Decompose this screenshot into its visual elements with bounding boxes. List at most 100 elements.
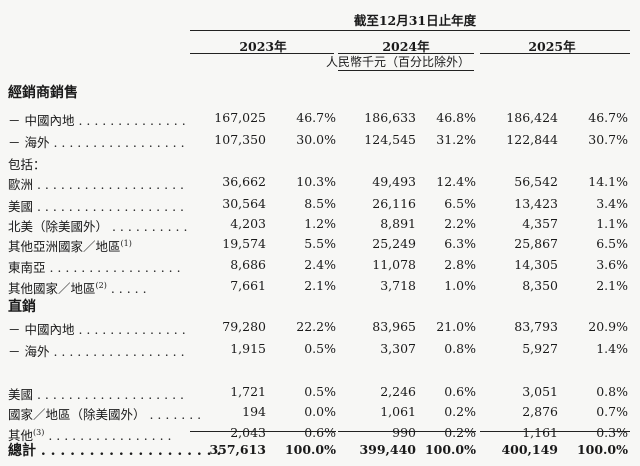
row-label-text: 東南亞 . . . . . . . . . . . . . . . . . — [8, 260, 181, 275]
percent-cell: 2.4% — [304, 257, 336, 272]
percent-cell: 0.2% — [444, 425, 476, 440]
period-heading: 截至12月31日止年度 — [353, 13, 477, 28]
percent-cell: 2.1% — [596, 278, 628, 293]
total-rule-top-2023 — [190, 431, 336, 432]
row-label-text: 其他國家／地區 — [8, 281, 96, 296]
row-label: 東南亞 . . . . . . . . . . . . . . . . . — [8, 257, 181, 276]
percent-cell: 2.1% — [304, 278, 336, 293]
amount-cell: 83,965 — [372, 319, 416, 334]
amount-cell: 8,891 — [380, 216, 416, 231]
amount-cell: 19,574 — [222, 236, 266, 251]
row-label-text: 美國 . . . . . . . . . . . . . . . . . . . — [8, 387, 184, 402]
table-row: － 海外 . . . . . . . . . . . . . . . . . 1,… — [0, 339, 640, 361]
row-label: － 中國內地 . . . . . . . . . . . . . . — [8, 110, 186, 129]
amount-cell: 4,203 — [230, 216, 266, 231]
row-label: 美國 . . . . . . . . . . . . . . . . . . . — [8, 196, 184, 215]
percent-cell: 3.6% — [596, 257, 628, 272]
row-label-text: 北美（除美國外） . . . . . . . . . . — [8, 219, 188, 234]
table-row: 歐洲 . . . . . . . . . . . . . . . . . . .… — [0, 172, 640, 194]
percent-cell: 1.1% — [596, 216, 628, 231]
percent-cell: 12.4% — [436, 174, 476, 189]
amount-cell: 186,424 — [506, 110, 558, 125]
table-row: 經銷商銷售 — [0, 82, 640, 104]
row-label-text: 歐洲 . . . . . . . . . . . . . . . . . . . — [8, 177, 184, 192]
amount-cell: 36,662 — [222, 174, 266, 189]
amount-cell: 399,440 — [359, 442, 416, 457]
table-row: － 中國內地 . . . . . . . . . . . . . . 79,280… — [0, 317, 640, 339]
row-label: 其他國家／地區(2) . . . . . — [8, 278, 147, 297]
row-label: 歐洲 . . . . . . . . . . . . . . . . . . . — [8, 174, 184, 193]
amount-cell: 1,061 — [380, 404, 416, 419]
table-row: － 中國內地 . . . . . . . . . . . . . . 167,02… — [0, 108, 640, 130]
header-rule-top — [190, 30, 630, 31]
total-row: 總計 . . . . . . . . . . . . . . . . . . .… — [0, 440, 640, 462]
percent-cell: 100.0% — [424, 442, 476, 457]
row-label-text: 包括： — [8, 157, 46, 172]
percent-cell: 2.8% — [444, 257, 476, 272]
percent-cell: 1.2% — [304, 216, 336, 231]
rule-2025 — [480, 53, 630, 54]
footnote-marker: (3) — [33, 427, 45, 437]
row-label-text: － 中國內地 . . . . . . . . . . . . . . — [8, 322, 186, 337]
amount-cell: 1,721 — [230, 384, 266, 399]
row-label-text: 其他 — [8, 428, 34, 443]
amount-cell: 194 — [242, 404, 266, 419]
amount-cell: 107,350 — [214, 132, 266, 147]
percent-cell: 1.0% — [444, 278, 476, 293]
percent-cell: 6.5% — [444, 196, 476, 211]
amount-cell: 122,844 — [506, 132, 558, 147]
percent-cell: 30.7% — [588, 132, 628, 147]
amount-cell: 4,357 — [522, 216, 558, 231]
percent-cell: 5.5% — [304, 236, 336, 251]
table-row: 東南亞 . . . . . . . . . . . . . . . . . 8,6… — [0, 255, 640, 277]
percent-cell: 46.7% — [296, 110, 336, 125]
year-2025: 2025年 — [528, 39, 576, 54]
row-label-text: － 海外 . . . . . . . . . . . . . . . . . — [8, 344, 185, 359]
row-label-text: － 海外 . . . . . . . . . . . . . . . . . — [8, 135, 185, 150]
amount-cell: 2,876 — [522, 404, 558, 419]
amount-cell: 49,493 — [372, 174, 416, 189]
amount-cell: 167,025 — [214, 110, 266, 125]
total-rule-top-2025 — [480, 431, 630, 432]
year-2023: 2023年 — [239, 39, 287, 54]
amount-cell: 8,350 — [522, 278, 558, 293]
percent-cell: 0.6% — [444, 384, 476, 399]
amount-cell: 3,718 — [380, 278, 416, 293]
percent-cell: 6.5% — [596, 236, 628, 251]
percent-cell: 6.3% — [444, 236, 476, 251]
rule-2024 — [338, 53, 474, 54]
table-row: 北美（除美國外） . . . . . . . . . . 4,203 1.2% 8,8… — [0, 214, 640, 236]
row-label: 國家／地區（除美國外） . . . . . . . — [8, 404, 201, 423]
row-label-text: 國家／地區（除美國外） . . . . . . . — [8, 407, 202, 422]
amount-cell: 79,280 — [222, 319, 266, 334]
percent-cell: 0.2% — [444, 404, 476, 419]
amount-cell: 3,307 — [380, 341, 416, 356]
percent-cell: 22.2% — [296, 319, 336, 334]
percent-cell: 0.5% — [304, 384, 336, 399]
table-row: 美國 . . . . . . . . . . . . . . . . . . .… — [0, 382, 640, 404]
amount-cell: 13,423 — [514, 196, 558, 211]
table-row: 包括： — [0, 152, 640, 174]
percent-cell: 0.8% — [596, 384, 628, 399]
row-label-text: 美國 . . . . . . . . . . . . . . . . . . . — [8, 199, 184, 214]
row-label: 其他亞洲國家／地區(1) — [8, 236, 132, 255]
amount-cell: 186,633 — [364, 110, 416, 125]
table-row: 直銷 — [0, 296, 640, 318]
table-row — [0, 360, 640, 382]
row-label-text: 其他亞洲國家／地區 — [8, 239, 121, 254]
leader-dots: . . . . . . . . . . . . . . . . — [44, 428, 172, 443]
rule-2023 — [190, 53, 334, 54]
table-row: 其他(3) . . . . . . . . . . . . . . . . 2,0… — [0, 423, 640, 445]
amount-cell: 990 — [392, 425, 416, 440]
year-2024: 2024年 — [382, 39, 430, 54]
table-row: 國家／地區（除美國外） . . . . . . . 194 0.0% 1,061 0.2… — [0, 402, 640, 424]
percent-cell: 0.3% — [596, 425, 628, 440]
percent-cell: 0.8% — [444, 341, 476, 356]
table-row: 其他國家／地區(2) . . . . . 7,661 2.1% 3,718 1.0% 8,… — [0, 276, 640, 298]
amount-cell: 5,927 — [522, 341, 558, 356]
row-label-text: 總計 . . . . . . . . . . . . . . . . . . . — [8, 443, 222, 459]
row-label: 直銷 — [8, 296, 36, 316]
percent-cell: 0.7% — [596, 404, 628, 419]
percent-cell: 20.9% — [588, 319, 628, 334]
percent-cell: 2.2% — [444, 216, 476, 231]
